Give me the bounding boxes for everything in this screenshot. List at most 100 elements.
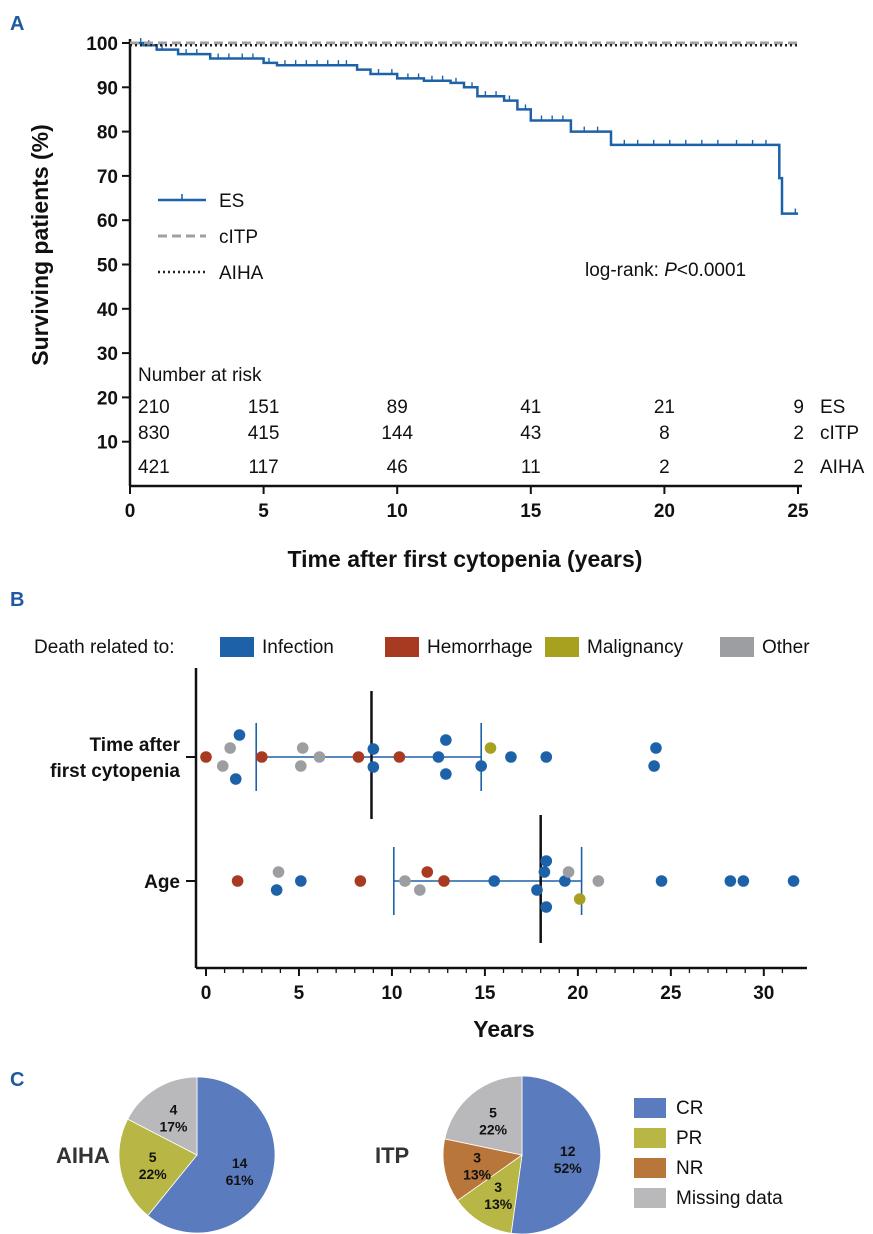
dot-row-label: Age <box>144 872 180 893</box>
number-at-risk-title: Number at risk <box>138 365 262 386</box>
pie-legend: CR PR NR Missing data <box>634 1098 783 1209</box>
dot-plot-axes: 0 5 10 15 20 25 30 Time after first cytopenia Age <box>50 668 807 1004</box>
km-x-tick-label: 0 <box>125 501 136 522</box>
risk-value-citp: 830 <box>138 423 170 444</box>
legend-label-aiha: AIHA <box>219 263 264 284</box>
risk-value-citp: 144 <box>381 423 413 444</box>
legend-label-other: Other <box>762 637 810 658</box>
dot-point-infection <box>540 855 553 867</box>
km-line-es <box>130 41 798 215</box>
panel-letter-c: C <box>10 1069 24 1091</box>
dot-point-hemorrhage <box>255 751 268 763</box>
pie-legend-swatch-cr <box>634 1098 666 1118</box>
pie-title-0: AIHA <box>56 1143 110 1168</box>
dot-point-hemorrhage <box>200 751 212 763</box>
dot-point-other <box>224 742 236 754</box>
pie-slice-percent: 13% <box>484 1196 513 1212</box>
dot-point-infection <box>559 875 571 887</box>
pie-slice-count: 3 <box>494 1179 502 1195</box>
dot-plot-x-tick-label: 20 <box>567 983 588 1004</box>
dot-point-infection <box>650 742 662 754</box>
dot-point-infection <box>655 875 668 887</box>
risk-value-citp: 8 <box>659 423 670 444</box>
dot-point-infection <box>531 884 543 896</box>
pie-slice-pr <box>118 1118 198 1217</box>
dot-point-infection <box>505 751 517 763</box>
km-x-tick-label: 5 <box>258 501 269 522</box>
dot-plot-points <box>200 691 800 943</box>
pie-slice-missing-data <box>127 1076 198 1156</box>
legend-swatch-hemorrhage <box>385 637 419 657</box>
risk-row-label-es: ES <box>820 397 845 418</box>
pie-slice-count: 5 <box>149 1149 157 1165</box>
risk-value-aiha: 421 <box>138 457 170 478</box>
km-x-tick-label: 10 <box>387 501 408 522</box>
pie-legend-label-pr: PR <box>676 1128 702 1149</box>
dot-point-infection <box>737 875 750 887</box>
risk-value-es: 151 <box>248 397 280 418</box>
legend-label-malignancy: Malignancy <box>587 637 684 658</box>
dot-point-infection <box>270 884 283 896</box>
dot-point-infection <box>233 729 246 741</box>
panel-letter-a: A <box>10 13 24 35</box>
dot-point-hemorrhage <box>421 866 434 878</box>
dot-point-other <box>562 866 575 878</box>
dot-point-infection <box>475 760 487 772</box>
dot-point-hemorrhage <box>438 875 450 887</box>
panel-b-dot-plot: B Death related to: Infection Hemorrhage Ma… <box>10 589 810 1042</box>
dot-point-infection <box>229 773 242 785</box>
dot-point-infection <box>540 901 553 913</box>
dot-point-other <box>592 875 605 887</box>
pie-legend-swatch-missing-data <box>634 1188 666 1208</box>
dot-point-infection <box>538 866 551 878</box>
risk-value-aiha: 46 <box>387 457 408 478</box>
risk-row-label-aiha: AIHA <box>820 457 865 478</box>
legend-label-hemorrhage: Hemorrhage <box>427 637 533 658</box>
km-y-tick-label: 60 <box>97 211 118 232</box>
dot-plot-x-axis-title: Years <box>473 1016 534 1042</box>
pie-slice-count: 12 <box>560 1143 576 1159</box>
legend-swatch-malignancy <box>545 637 579 657</box>
pie-slice-cr <box>510 1075 602 1234</box>
risk-value-aiha: 117 <box>248 457 278 478</box>
km-x-tick-label: 25 <box>787 501 809 522</box>
panel-letter-b: B <box>10 589 24 611</box>
km-y-tick-label: 100 <box>86 34 118 55</box>
dot-point-hemorrhage <box>352 751 365 763</box>
dot-point-hemorrhage <box>393 751 406 763</box>
dot-point-malignancy <box>573 893 586 905</box>
dot-point-infection <box>787 875 800 887</box>
pie-legend-swatch-nr <box>634 1158 666 1178</box>
dot-point-infection <box>367 743 380 755</box>
dot-point-other <box>414 884 426 896</box>
km-y-tick-label: 90 <box>97 78 118 99</box>
pie-legend-swatch-pr <box>634 1128 666 1148</box>
risk-value-citp: 2 <box>793 423 804 444</box>
km-y-axis-title: Surviving patients (%) <box>27 124 53 366</box>
risk-value-es: 21 <box>654 397 675 418</box>
dot-point-infection <box>432 751 445 763</box>
km-y-tick-label: 40 <box>97 300 118 321</box>
km-axes: 10 20 30 40 50 60 70 80 90 100 0 5 10 15 20 25 <box>86 34 809 522</box>
dot-point-infection <box>295 875 307 887</box>
risk-row-label-citp: cITP <box>820 423 859 444</box>
dot-point-malignancy <box>484 742 497 754</box>
pie-slice-cr <box>147 1076 276 1234</box>
risk-value-aiha: 11 <box>521 457 541 478</box>
dot-point-infection <box>648 760 660 772</box>
dot-plot-x-tick-label: 15 <box>474 983 496 1004</box>
pie-legend-label-nr: NR <box>676 1158 703 1179</box>
annotation-p-value: <0.0001 <box>677 260 746 281</box>
pie-slice-count: 4 <box>170 1101 178 1117</box>
risk-value-es: 9 <box>793 397 804 418</box>
dot-row-label: Time after <box>90 735 181 756</box>
dot-point-other <box>296 742 309 754</box>
dot-plot-x-tick-label: 5 <box>294 983 305 1004</box>
risk-value-es: 41 <box>520 397 541 418</box>
dot-point-infection <box>440 768 452 780</box>
km-y-tick-label: 30 <box>97 344 118 365</box>
pie-legend-label-missing-data: Missing data <box>676 1188 783 1209</box>
pie-slice-percent: 22% <box>479 1121 508 1137</box>
